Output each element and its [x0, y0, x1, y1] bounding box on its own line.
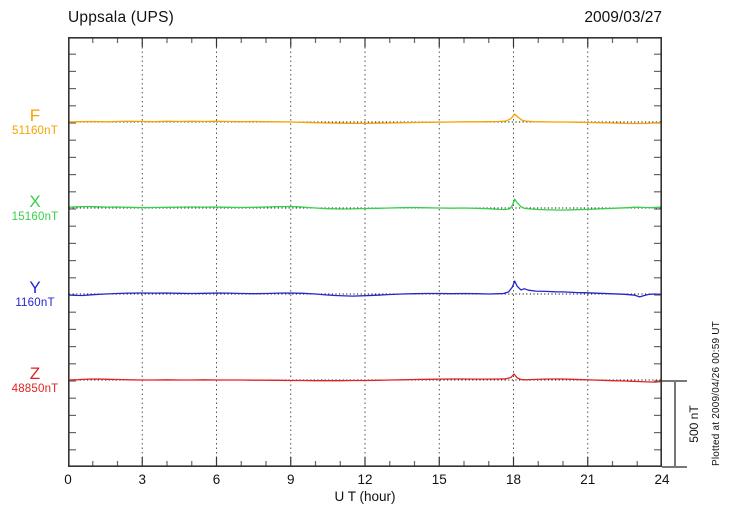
hour-tick-label-12: 12: [357, 472, 373, 487]
series-label-Y: Y 1160nT: [4, 278, 66, 310]
hour-tick-label-21: 21: [580, 472, 596, 487]
series-letter-F: F: [29, 106, 41, 125]
trace-Z: [68, 373, 662, 383]
series-baseline-value-F: 51160nT: [12, 125, 58, 137]
station-title: Uppsala (UPS): [68, 9, 174, 26]
hour-tick-label-9: 9: [286, 472, 295, 487]
series-letter-Y: Y: [29, 278, 41, 297]
series-letter-Z: Z: [29, 364, 41, 383]
hour-tick-label-18: 18: [505, 472, 522, 487]
plot-border: [68, 37, 662, 467]
x-axis-title: U T (hour): [334, 489, 396, 504]
hour-tick-label-3: 3: [138, 472, 146, 487]
hour-tick-label-15: 15: [431, 472, 447, 487]
series-letter-X: X: [29, 192, 41, 211]
hour-tick-label-0: 0: [64, 472, 72, 487]
trace-F: [68, 113, 662, 125]
trace-Y: [68, 280, 662, 298]
series-label-Z: Z 48850nT: [4, 364, 66, 396]
scale-bar: [674, 381, 676, 467]
hour-tick-label-24: 24: [654, 472, 670, 487]
scale-bar-bottom-cap: [662, 466, 687, 468]
series-label-F: F 51160nT: [4, 106, 66, 138]
series-baseline-value-Z: 48850nT: [11, 383, 59, 395]
series-baseline-value-X: 15160nT: [11, 211, 59, 223]
trace-X: [68, 198, 662, 211]
hour-tick-label-6: 6: [212, 472, 221, 487]
plot-timestamp: Plotted at 2009/04/26 00:59 UT: [711, 321, 722, 466]
series-label-X: X 15160nT: [4, 192, 66, 224]
date-label: 2009/03/27: [584, 9, 662, 26]
plot-area: [68, 37, 662, 467]
scale-bar-label: 500 nT: [687, 405, 701, 443]
magnetogram-plot: [68, 37, 662, 467]
series-baseline-value-Y: 1160nT: [15, 297, 55, 309]
